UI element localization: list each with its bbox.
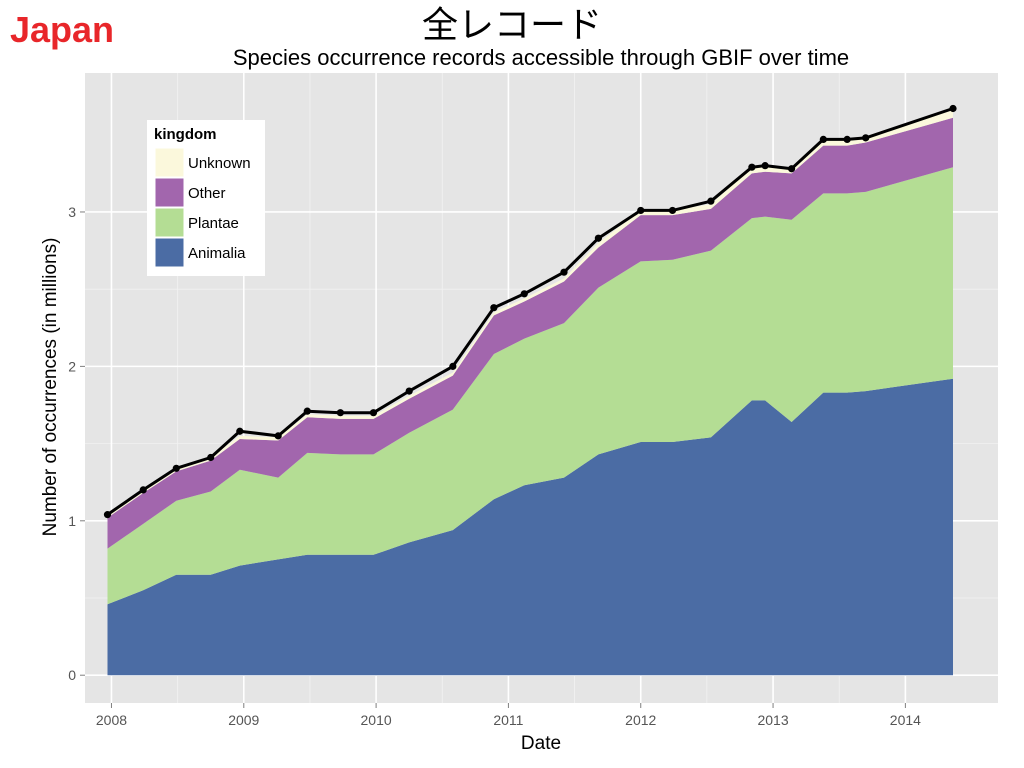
area-animalia (107, 378, 953, 676)
legend-swatch-unknown (154, 147, 185, 178)
x-tick-label: 2014 (890, 712, 921, 728)
total-point (172, 464, 180, 472)
y-tick-label: 3 (68, 204, 76, 220)
total-point (707, 197, 715, 205)
x-axis-label: Date (521, 733, 561, 754)
legend-label-plantae: Plantae (188, 215, 239, 232)
legend-swatch-plantae (154, 207, 185, 238)
total-point (103, 511, 112, 519)
total-point (449, 362, 457, 370)
total-point (843, 135, 851, 143)
total-point (303, 407, 311, 415)
y-axis-label: Number of occurrences (in millions) (40, 238, 61, 537)
x-tick-label: 2010 (361, 712, 392, 728)
total-point (594, 234, 602, 242)
total-point (236, 427, 244, 435)
legend-label-unknown: Unknown (188, 155, 251, 172)
total-point (560, 268, 568, 276)
total-point (787, 165, 796, 173)
area-plantae (107, 167, 953, 605)
total-point (668, 206, 677, 215)
total-point (207, 453, 215, 462)
total-point (405, 387, 413, 395)
total-point (761, 162, 769, 170)
x-tick-label: 2008 (96, 712, 127, 728)
area-unknown (107, 108, 953, 518)
legend-label-animalia: Animalia (188, 245, 246, 262)
total-point (949, 104, 957, 113)
y-tick-label: 0 (68, 667, 76, 683)
legend-swatch-animalia (154, 237, 185, 268)
total-point (748, 163, 756, 171)
y-tick-label: 2 (68, 358, 76, 374)
total-point (520, 290, 528, 298)
x-tick-label: 2013 (757, 712, 788, 728)
x-tick-label: 2011 (493, 712, 523, 728)
total-point (637, 206, 645, 215)
total-point (819, 135, 827, 143)
y-tick-label: 1 (68, 513, 76, 529)
area-other (107, 117, 953, 549)
total-point (862, 134, 870, 142)
x-tick-label: 2009 (228, 712, 259, 728)
legend-swatch-other (154, 177, 185, 208)
chart-title: Species occurrence records accessible th… (233, 45, 849, 70)
legend-title: kingdom (154, 126, 217, 143)
total-point (369, 409, 378, 417)
total-point (274, 432, 282, 440)
legend-label-other: Other (188, 185, 226, 202)
total-point (139, 486, 147, 494)
x-tick-label: 2012 (625, 712, 656, 728)
total-point (336, 409, 344, 417)
total-point (490, 304, 498, 312)
header-title: 全レコード (421, 5, 602, 46)
country-label: Japan (10, 9, 115, 50)
